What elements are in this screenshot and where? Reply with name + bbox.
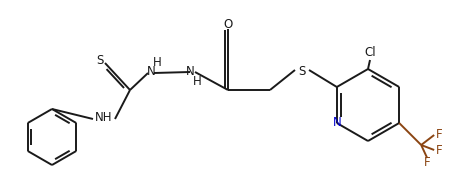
- Text: S: S: [298, 65, 305, 79]
- Text: N: N: [332, 117, 341, 129]
- Text: NH: NH: [95, 112, 112, 124]
- Text: S: S: [96, 54, 103, 66]
- Text: F: F: [435, 143, 442, 156]
- Text: H: H: [192, 75, 201, 89]
- Text: N: N: [146, 65, 155, 79]
- Text: O: O: [223, 17, 232, 31]
- Text: F: F: [435, 128, 442, 142]
- Text: Cl: Cl: [364, 46, 375, 60]
- Text: F: F: [423, 156, 430, 170]
- Text: H: H: [152, 55, 161, 69]
- Text: N: N: [185, 65, 194, 79]
